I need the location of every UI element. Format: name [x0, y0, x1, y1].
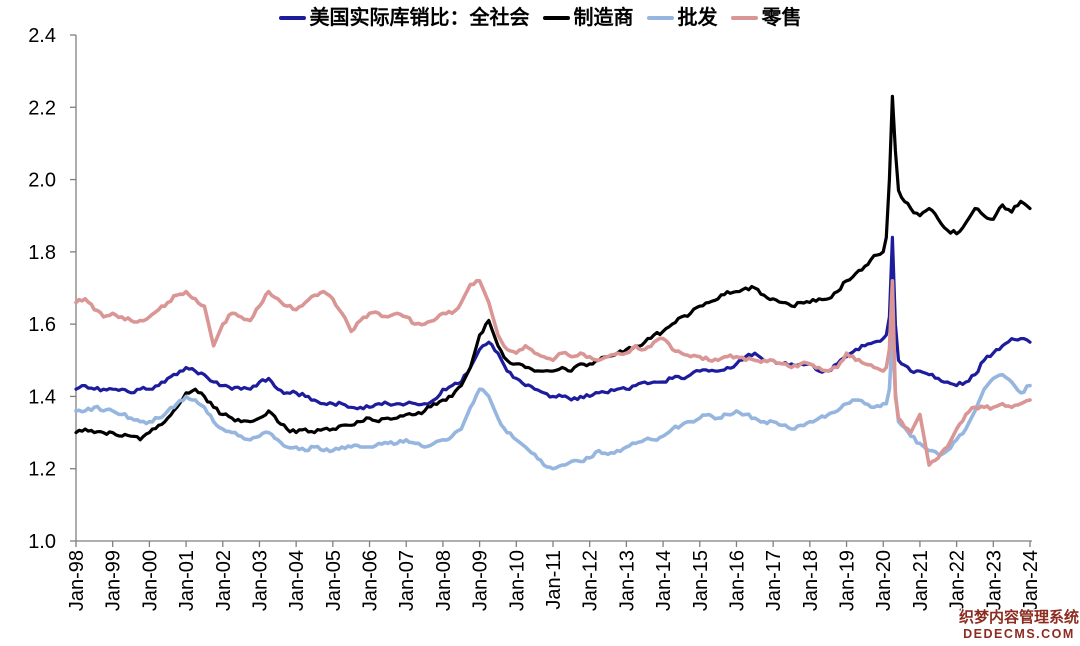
- series-line-3: [74, 279, 1032, 467]
- x-tick-label: Jan-03: [249, 550, 271, 611]
- chart-legend: 美国实际库销比：全社会 制造商 批发 零售: [0, 4, 1080, 32]
- x-tick-label: Jan-24: [1020, 550, 1042, 611]
- x-tick-label: Jan-13: [616, 550, 638, 611]
- series-line-2: [74, 333, 1032, 471]
- watermark: 织梦内容管理系统 DEDECMS.COM: [958, 609, 1079, 641]
- x-tick-label: Jan-11: [543, 550, 565, 610]
- legend-item-manufacturer: 制造商: [542, 4, 634, 32]
- legend-swatch-wholesale: [646, 16, 674, 20]
- series-line-1: [74, 94, 1032, 442]
- x-tick-label: Jan-22: [947, 550, 969, 611]
- x-tick-label: Jan-14: [653, 550, 675, 611]
- y-tick-label: 2.0: [28, 170, 56, 192]
- watermark-line2: DEDECMS.COM: [963, 627, 1075, 641]
- legend-swatch-total: [278, 16, 306, 20]
- x-tick-label: Jan-20: [873, 550, 895, 611]
- y-tick-label: 1.0: [28, 531, 56, 553]
- x-tick-label: Jan-01: [176, 550, 198, 611]
- series-line-0: [74, 235, 1032, 411]
- y-tick-label: 1.6: [28, 314, 56, 336]
- x-tick-label: Jan-98: [66, 550, 88, 611]
- legend-swatch-manufacturer: [542, 16, 570, 20]
- legend-swatch-retail: [730, 16, 758, 20]
- x-tick-label: Jan-16: [726, 550, 748, 611]
- x-tick-label: Jan-10: [506, 550, 528, 611]
- y-tick-label: 2.4: [28, 25, 56, 47]
- x-tick-label: Jan-19: [837, 550, 859, 611]
- x-tick-label: Jan-23: [983, 550, 1005, 611]
- watermark-line1: 织梦内容管理系统: [958, 609, 1079, 627]
- x-tick-label: Jan-06: [360, 550, 382, 611]
- x-tick-label: Jan-12: [580, 550, 602, 611]
- x-tick-label: Jan-21: [910, 550, 932, 611]
- x-tick-label: Jan-15: [690, 550, 712, 611]
- legend-label-retail: 零售: [761, 7, 802, 29]
- legend-label-manufacturer: 制造商: [573, 7, 634, 29]
- y-tick-label: 2.2: [28, 97, 56, 119]
- x-tick-label: Jan-05: [323, 550, 345, 611]
- x-tick-label: Jan-08: [433, 550, 455, 611]
- legend-item-wholesale: 批发: [646, 4, 718, 32]
- y-tick-label: 1.8: [28, 242, 56, 264]
- legend-item-total: 美国实际库销比：全社会: [278, 4, 530, 32]
- legend-item-retail: 零售: [730, 4, 802, 32]
- x-tick-label: Jan-07: [396, 550, 418, 611]
- y-tick-label: 1.2: [28, 459, 56, 481]
- legend-label-total: 美国实际库销比：全社会: [309, 7, 530, 29]
- x-tick-label: Jan-09: [470, 550, 492, 611]
- x-tick-label: Jan-18: [800, 550, 822, 611]
- x-tick-label: Jan-99: [103, 550, 125, 611]
- x-tick-label: Jan-00: [139, 550, 161, 611]
- x-tick-label: Jan-04: [286, 550, 308, 611]
- x-tick-label: Jan-02: [213, 550, 235, 611]
- legend-label-wholesale: 批发: [677, 7, 718, 29]
- y-tick-label: 1.4: [28, 386, 56, 408]
- x-tick-label: Jan-17: [763, 550, 785, 611]
